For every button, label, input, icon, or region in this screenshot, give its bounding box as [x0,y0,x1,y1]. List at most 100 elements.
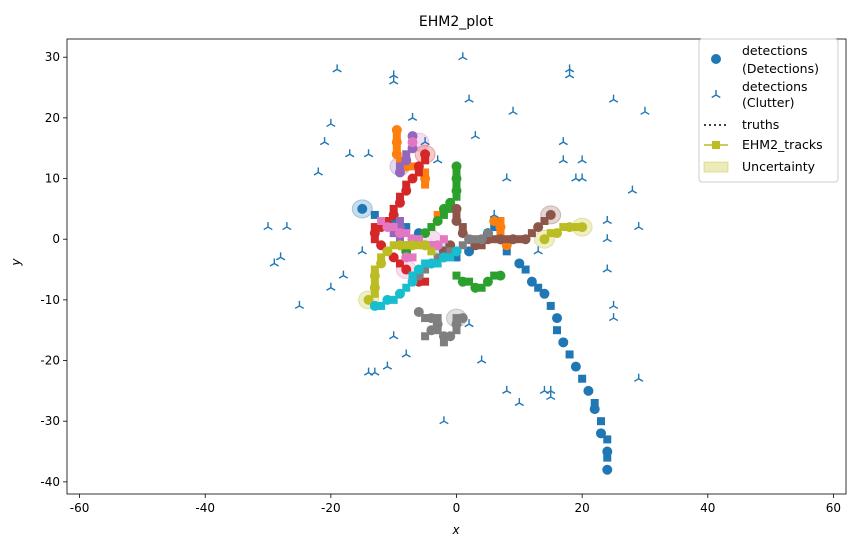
track-point [389,241,398,250]
detection-point [577,222,588,233]
clutter-layer [263,52,650,425]
clutter-point [577,155,587,164]
track-point [370,265,379,274]
track-point [421,180,430,189]
track-point [421,265,430,274]
legend-label: EHM2_tracks [742,137,823,152]
legend-label: truths [742,117,779,132]
track-point [389,295,398,304]
y-tick-label: 0 [52,232,60,246]
track-point [389,223,398,232]
clutter-point [389,70,399,79]
clutter-point [357,246,367,255]
track-point [534,283,543,292]
track-point [565,350,574,359]
detection-point [570,361,581,372]
clutter-point [464,319,474,328]
track-point [383,217,392,225]
clutter-point [401,349,411,358]
clutter-point [558,137,568,146]
x-axis-ticks: -60 -40 -20 0 20 40 60 [70,494,841,515]
track-point [603,435,612,444]
track-point [395,217,404,225]
legend: detections(Detections)detections(Clutter… [698,38,839,183]
clutter-point [533,246,543,255]
tracks-layer [357,125,613,475]
x-tick-label: 20 [575,501,590,515]
clutter-point [326,118,336,128]
track-point [490,235,499,244]
track-point [427,223,436,232]
track-point [452,326,461,335]
track-point [452,253,461,262]
track-point [392,144,401,153]
clutter-point [326,282,336,291]
track-point [433,253,442,262]
clutter-point [263,222,273,231]
y-tick-label: -20 [40,354,60,368]
track-point [452,271,461,280]
clutter-point [564,70,575,79]
legend-marker-clutter [711,90,721,99]
track-point [496,229,505,238]
y-axis-ticks: -40 -30 -20 -10 0 10 20 30 [40,50,67,489]
legend-box [698,38,839,183]
y-tick-label: 20 [45,111,60,125]
track-point [402,150,411,159]
clutter-point [420,137,430,146]
track-point [421,259,430,268]
track-point [421,332,430,341]
track-point [546,229,555,238]
legend-label: Uncertainty [742,159,816,174]
clutter-point [602,234,612,243]
track-point [483,229,492,238]
track-point [427,241,436,250]
clutter-point [608,313,619,322]
detection-point [602,464,613,475]
track-point [490,271,499,280]
track-point [370,210,379,219]
detection-point [451,246,462,257]
detection-point [552,313,563,324]
track-point [433,259,442,268]
track-point [377,301,386,310]
track-point [571,223,580,232]
detection-point [589,404,600,415]
track-point [433,314,442,323]
clutter-point [502,173,512,182]
track-point [402,223,411,232]
clutter-point [564,64,575,73]
clutter-point [502,385,512,394]
track-point [521,265,530,274]
track-point [596,417,605,426]
track-point [421,277,430,286]
track-point [502,247,511,256]
legend-label: (Detections) [742,61,819,76]
y-tick-label: 10 [45,172,60,186]
clutter-point [546,385,556,394]
clutter-point [634,222,644,231]
track-point [452,168,461,177]
detection-point [457,313,468,324]
track-point [559,223,568,232]
track-point [496,217,505,225]
track-point [433,210,442,219]
y-tick-label: -40 [40,475,60,489]
track-point [439,247,448,256]
track-point [395,162,404,171]
clutter-point [489,209,499,219]
clutter-point [508,106,518,115]
track-point [395,156,404,165]
detection-point [545,209,556,220]
track-point [546,301,555,310]
clutter-point [345,149,355,158]
track-point [439,338,448,347]
detection-point [495,270,506,281]
clutter-point [602,216,612,225]
clutter-point [608,300,619,310]
track-point [370,289,379,298]
track-point [439,210,448,219]
track-point [389,229,398,238]
x-tick-label: -20 [321,501,341,515]
clutter-point [313,167,323,176]
